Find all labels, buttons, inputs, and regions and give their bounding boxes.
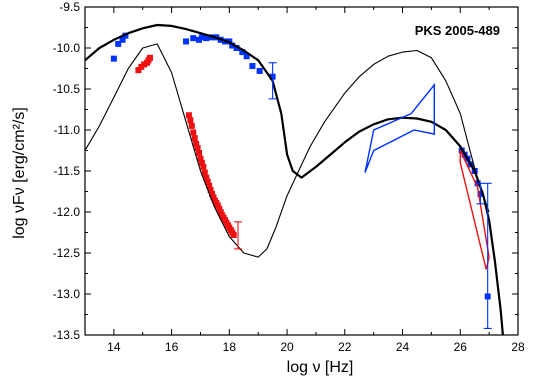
x-tick-label: 14	[107, 340, 121, 354]
data-point	[198, 34, 205, 41]
data-point	[217, 209, 224, 215]
data-point	[210, 194, 217, 201]
x-tick-label: 16	[165, 340, 179, 354]
y-tick-label: -12.0	[53, 205, 81, 219]
data-point	[115, 40, 122, 47]
data-point	[193, 140, 200, 147]
data-point	[183, 38, 190, 45]
data-point	[110, 55, 117, 62]
x-axis-label: log ν [Hz]	[287, 359, 354, 376]
series-layer	[85, 23, 504, 335]
x-tick-label: 20	[280, 340, 294, 354]
data-point	[201, 169, 208, 176]
spectral-bowtie	[364, 82, 435, 173]
data-point	[197, 155, 204, 162]
model-curve-thick	[85, 23, 504, 335]
y-tick-label: -13.0	[53, 287, 81, 301]
data-point	[135, 67, 142, 74]
data-point	[191, 135, 198, 142]
data-point	[243, 53, 250, 60]
data-point	[196, 149, 203, 156]
data-point	[194, 145, 201, 152]
data-point	[119, 36, 126, 43]
data-point	[256, 67, 263, 74]
data-point	[230, 231, 237, 238]
x-tick-label: 22	[338, 340, 352, 354]
data-point	[239, 49, 246, 56]
data-point	[190, 35, 197, 42]
y-tick-label: -11.0	[54, 123, 81, 137]
y-tick-label: -13.5	[53, 328, 81, 342]
y-tick-label: -11.5	[54, 164, 81, 178]
x-tick-label: 26	[454, 340, 468, 354]
data-point	[190, 129, 197, 136]
y-tick-label: -9.5	[59, 0, 80, 14]
data-point	[198, 159, 205, 166]
data-point	[206, 182, 213, 189]
data-point	[187, 117, 194, 124]
x-tick-label: 18	[223, 340, 237, 354]
model-curve-thin	[85, 43, 490, 258]
y-tick-label: -10.0	[53, 41, 81, 55]
data-point	[200, 163, 207, 170]
data-point	[207, 186, 214, 193]
data-point	[203, 174, 210, 181]
data-point	[214, 202, 221, 209]
y-tick-label: -12.5	[53, 246, 81, 260]
data-point	[233, 45, 240, 51]
data-point	[203, 35, 210, 42]
data-point	[185, 112, 192, 119]
data-point	[216, 205, 223, 212]
data-point	[209, 190, 216, 197]
y-tick-label: -10.5	[53, 82, 81, 96]
data-point	[188, 122, 195, 129]
data-point	[249, 63, 256, 70]
source-annotation: PKS 2005-489	[415, 23, 500, 38]
ticks: 14 16 18 20 22 24 26 28 -9.5 -10.0 -10.5 -11.0 -11.5…	[53, 0, 525, 354]
data-point	[229, 42, 236, 49]
y-axis-label: log νFν [erg/cm²/s]	[11, 107, 28, 239]
data-point	[204, 178, 211, 185]
data-point	[146, 54, 153, 61]
x-tick-label: 28	[511, 340, 525, 354]
x-tick-label: 24	[396, 340, 410, 354]
